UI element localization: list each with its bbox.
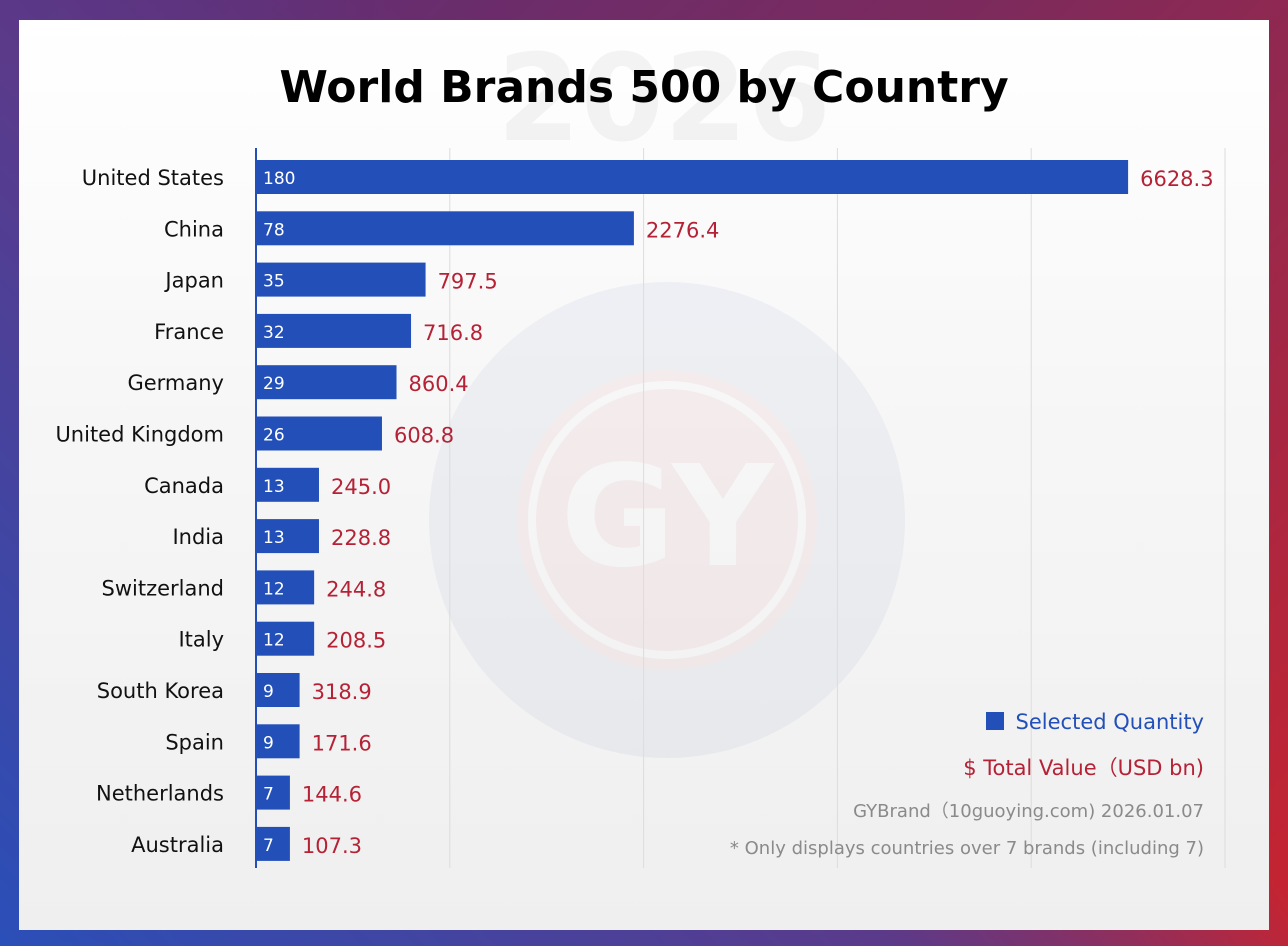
bar-value-label: 318.9 — [312, 680, 372, 704]
bar-quantity-label: 35 — [263, 272, 285, 292]
legend-quantity-label: Selected Quantity — [1015, 710, 1204, 734]
bar — [256, 160, 1129, 194]
bar — [256, 416, 382, 451]
bar-value-label: 245.0 — [331, 475, 391, 499]
category-label: Switzerland — [102, 576, 225, 600]
bar-value-label: 171.6 — [312, 731, 372, 755]
bar — [256, 313, 412, 348]
bar-quantity-label: 180 — [263, 169, 295, 189]
bar-quantity-label: 7 — [263, 785, 274, 805]
bar-value-label: 144.6 — [302, 783, 362, 807]
svg-text:GY: GY — [560, 436, 775, 599]
bar-value-label: 608.8 — [394, 424, 454, 448]
bar-value-label: 716.8 — [423, 321, 483, 345]
bar-quantity-label: 9 — [263, 682, 274, 702]
category-label: South Korea — [97, 679, 224, 703]
svg-text:2026: 2026 — [497, 30, 831, 169]
bar — [256, 365, 397, 400]
category-label: Germany — [127, 371, 224, 395]
category-label: Canada — [144, 474, 224, 498]
chart-title: World Brands 500 by Country — [279, 62, 1009, 113]
bar-value-label: 107.3 — [302, 834, 362, 858]
bar — [256, 724, 300, 759]
bar-value-label: 228.8 — [331, 526, 391, 550]
category-label: France — [154, 320, 224, 344]
category-label: United States — [82, 166, 224, 190]
footnote: * Only displays countries over 7 brands … — [729, 838, 1204, 859]
bar-quantity-label: 12 — [263, 579, 285, 599]
bar — [256, 570, 315, 605]
bar-quantity-label: 13 — [263, 528, 285, 548]
bar-quantity-label: 29 — [263, 374, 285, 394]
category-label: Spain — [165, 730, 224, 754]
bar-quantity-label: 7 — [263, 836, 274, 856]
category-label: Netherlands — [96, 782, 224, 806]
bar-quantity-label: 32 — [263, 323, 285, 343]
bar — [256, 467, 319, 502]
category-label: Australia — [131, 833, 224, 857]
bar-quantity-label: 12 — [263, 631, 285, 651]
bar-value-label: 6628.3 — [1140, 167, 1213, 191]
bar-quantity-label: 78 — [263, 220, 285, 240]
bar-quantity-label: 13 — [263, 477, 285, 497]
source-text: GYBrand（10guoying.com) 2026.01.07 — [853, 801, 1204, 822]
category-label: Japan — [163, 269, 224, 293]
bar — [256, 262, 426, 297]
bar-value-label: 208.5 — [326, 629, 386, 653]
bar-value-label: 244.8 — [326, 577, 386, 601]
legend-quantity: Selected Quantity — [985, 710, 1204, 734]
bar — [256, 775, 290, 810]
bar-value-label: 2276.4 — [646, 218, 719, 242]
bar-value-label: 797.5 — [438, 270, 498, 294]
legend-swatch-quantity — [985, 712, 1004, 730]
bar — [256, 673, 300, 707]
bar-quantity-label: 9 — [263, 733, 274, 753]
bar — [256, 519, 319, 554]
bar-quantity-label: 26 — [263, 426, 285, 446]
category-label: United Kingdom — [55, 423, 224, 447]
bar — [256, 621, 315, 656]
bar-value-label: 860.4 — [409, 372, 469, 396]
legend-value: $ Total Value（USD bn) — [963, 756, 1204, 780]
bar — [256, 826, 290, 861]
category-label: Italy — [178, 628, 224, 652]
category-label: India — [172, 525, 224, 549]
bar — [256, 211, 634, 246]
category-label: China — [164, 217, 224, 241]
